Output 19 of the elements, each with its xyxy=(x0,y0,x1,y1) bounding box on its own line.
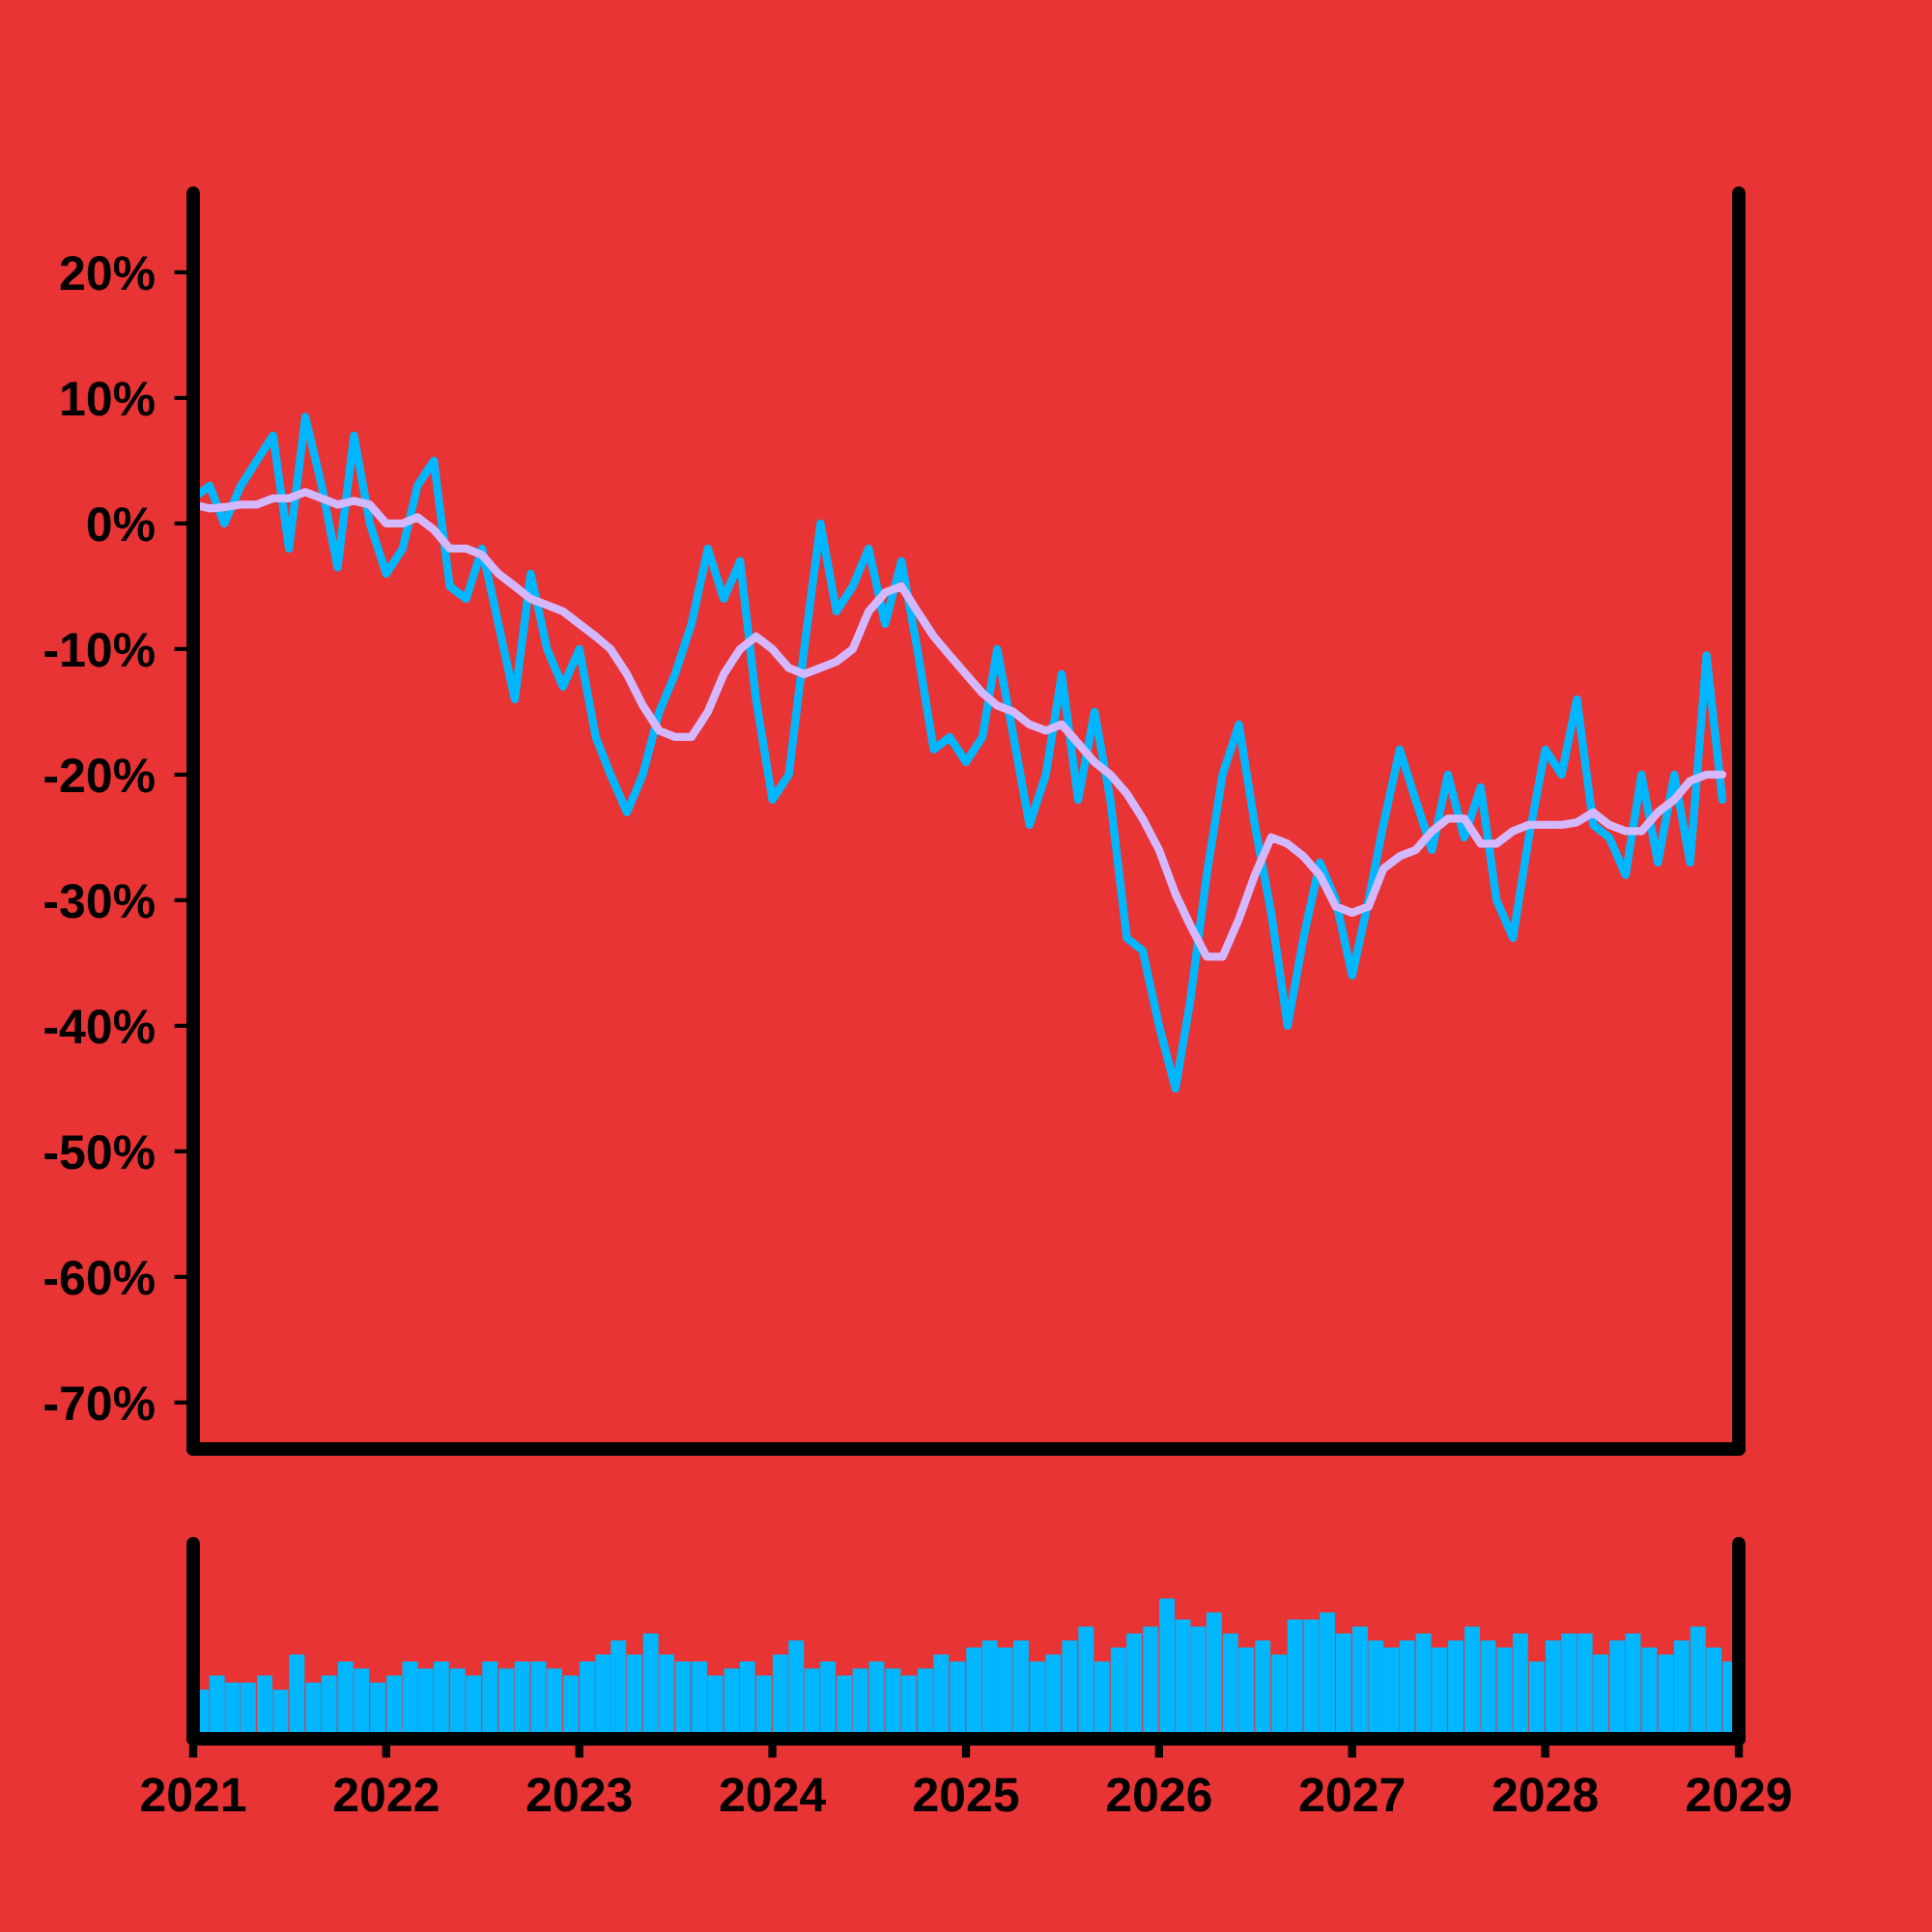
x-tick-label: 2029 xyxy=(1687,1777,1791,1812)
y-tick-label: 10% xyxy=(62,382,155,416)
x-tick-label: 2026 xyxy=(1106,1777,1211,1812)
x-tick-label: 2028 xyxy=(1492,1777,1598,1812)
y-tick-label: 20% xyxy=(60,256,155,291)
x-tick-label: 2022 xyxy=(333,1777,439,1812)
x-tick-label: 2027 xyxy=(1299,1777,1405,1812)
y-tick-label: -40% xyxy=(44,1009,155,1044)
x-tick-label: 2025 xyxy=(914,1777,1019,1812)
y-tick-label: -10% xyxy=(44,633,155,668)
x-tick-label: 2023 xyxy=(526,1777,632,1812)
y-tick-label: -30% xyxy=(44,884,155,919)
x-tick-label: 2021 xyxy=(141,1777,246,1812)
y-tick-label: -20% xyxy=(44,758,155,793)
y-tick-label: -60% xyxy=(44,1261,155,1295)
y-tick-label: -50% xyxy=(44,1135,155,1170)
y-tick-label: 0% xyxy=(87,507,155,542)
y-tick-label: -70% xyxy=(44,1386,155,1421)
x-tick-label: 2024 xyxy=(720,1777,826,1812)
